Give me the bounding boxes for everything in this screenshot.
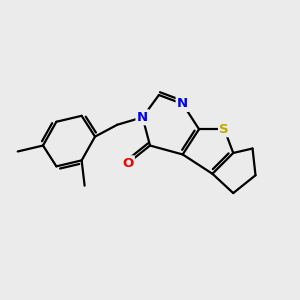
- Text: N: N: [137, 111, 148, 124]
- Text: O: O: [122, 157, 133, 170]
- Text: N: N: [177, 98, 188, 110]
- Text: S: S: [220, 123, 229, 136]
